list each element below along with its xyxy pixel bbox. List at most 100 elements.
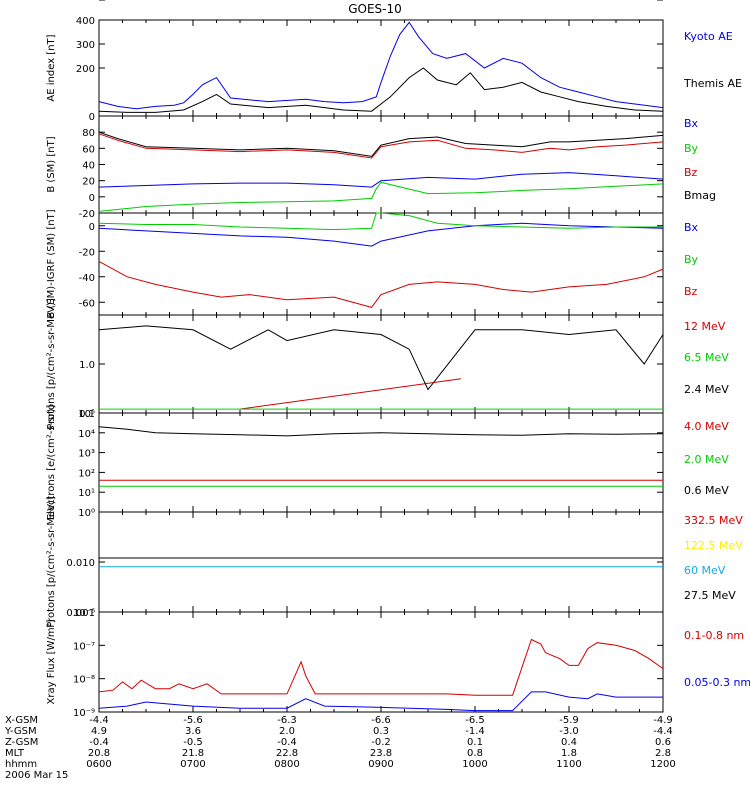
footer-value: 22.8 (276, 748, 298, 759)
series-line-bz (98, 260, 664, 308)
series-line-bx (98, 222, 664, 247)
series-line-bmag (98, 131, 664, 157)
footer-value: 0600 (86, 759, 111, 770)
y-tick-label: 10¹ (78, 488, 95, 499)
legend-bx: Bx (684, 117, 699, 130)
footer-value: 23.8 (370, 748, 392, 759)
footer-value: -0.2 (371, 737, 391, 748)
footer-value: -1.4 (465, 726, 485, 737)
legend-by: By (684, 142, 699, 155)
legend-122-5-mev: 122.5 MeV (684, 539, 743, 552)
legend-27-5-mev: 27.5 MeV (684, 589, 736, 602)
footer-value: 4.9 (91, 726, 107, 737)
legend-bz: Bz (684, 285, 698, 298)
y-axis-label: B (SM) [nT] (46, 136, 57, 192)
footer-value: -4.9 (653, 715, 673, 726)
y-tick-label: 10⁻⁶ (73, 608, 95, 619)
y-tick-label: 10² (78, 468, 95, 479)
footer-row-label-z-gsm: Z-GSM (5, 737, 38, 748)
series-line-kyoto-ae (98, 21, 664, 110)
footer-value: 1.8 (561, 748, 577, 759)
y-tick-label: 400 (76, 16, 95, 27)
y-tick-label: 0.1 (79, 409, 95, 420)
y-tick-label: 0 (89, 112, 95, 123)
footer-value: -4.4 (89, 715, 109, 726)
y-tick-label: 10⁻⁹ (73, 708, 95, 719)
y-tick-label: 100 (76, 0, 95, 3)
legend-by: By (684, 253, 699, 266)
panel-frame (98, 314, 664, 414)
footer-value: 1200 (650, 759, 675, 770)
plot-title: GOES-10 (348, 2, 402, 16)
legend-2-0-mev: 2.0 MeV (684, 453, 729, 466)
series-line-bz (98, 133, 664, 159)
y-axis-label: Protons [p/(cm²-s-sr-MeV)] (46, 298, 57, 430)
y-tick-label: 10⁻⁸ (73, 675, 95, 686)
panel-xray: 10⁻⁹ 10⁻⁸ 10⁻⁷ 10⁻⁶ Xray Flux [W/m²] 0.1-0.8 … (46, 608, 750, 719)
footer-row-label-y-gsm: Y-GSM (4, 726, 37, 737)
y-tick-label: 0 (89, 222, 95, 233)
y-tick-label: 40 (82, 161, 95, 172)
legend-332-5-mev: 332.5 MeV (684, 514, 743, 527)
panels: 0100200300400AE index [nT]Kyoto AEThemis… (46, 0, 750, 719)
y-tick-label: 10⁴ (78, 429, 95, 440)
series-line-by (98, 181, 664, 212)
footer-value: 0.6 (655, 737, 671, 748)
y-tick-label: 60 (82, 144, 95, 155)
footer-value: -6.5 (465, 715, 485, 726)
footer-value: -0.4 (277, 737, 297, 748)
legend-0-1-0-8-nm: 0.1-0.8 nm (684, 629, 744, 642)
panel-electrons: 10⁰ 10¹ 10² 10³ 10⁴ 10⁵ Electrons [e/(cm²-s-sr… (46, 405, 729, 521)
y-tick-label: 200 (76, 64, 95, 75)
panel-frame (98, 611, 664, 713)
y-tick-label: 10⁻⁷ (73, 641, 95, 652)
series-line-0-1-0-8-nm (98, 638, 664, 696)
series-line-12-mev (239, 378, 461, 410)
y-tick-label: -40 (79, 273, 95, 284)
panel-ae: 0 100 200 300 400 AE index [nT] Kyoto AE Themis… (46, 0, 742, 123)
footer-row-label-hhmm: hhmm (5, 759, 37, 770)
legend-12-mev: 12 MeV (684, 320, 726, 333)
y-axis-label: AE index [nT] (46, 34, 57, 101)
footer-row-label-mlt: MLT (5, 748, 25, 759)
footer-value: 3.6 (185, 726, 201, 737)
y-axis-label: Protons [p/(cm²-s-sr-MeV)] (46, 496, 57, 628)
y-tick-label: -20 (79, 209, 95, 220)
footer-value: 0.1 (467, 737, 483, 748)
footer-value: -6.3 (277, 715, 297, 726)
panel-bsm: -20 0 20 40 60 80 100 B (SM) [nT] Bx By Bz Bmag (46, 0, 716, 220)
footer-value: -3.0 (559, 726, 579, 737)
legend-bmag: Bmag (684, 189, 716, 202)
y-tick-label: 0.001 (66, 608, 95, 619)
y-tick-label: 10⁵ (78, 409, 95, 420)
footer-value: 21.8 (182, 748, 204, 759)
footer-value: -4.4 (653, 726, 673, 737)
legend-bx: Bx (684, 221, 699, 234)
legend-0-05-0-3-nm: 0.05-0.3 nm (684, 676, 750, 689)
panel-frame (98, 412, 664, 513)
y-axis-label: Xray Flux [W/m²] (46, 619, 57, 704)
panel-frame (98, 115, 664, 214)
series-line-0-6-mev (98, 426, 664, 437)
footer-value: -0.4 (89, 737, 109, 748)
footer-date: 2006 Mar 15 (5, 770, 68, 781)
footer-row-label-x-gsm: X-GSM (5, 715, 38, 726)
footer-value: -5.9 (559, 715, 579, 726)
footer-value: 2.0 (279, 726, 295, 737)
panel-bsmigrf: -60 -40 -20 0 B (SM)-IGRF (SM) [nT] Bx By Bz (46, 209, 699, 318)
footer-value: 0800 (274, 759, 299, 770)
footer-value: 0700 (180, 759, 205, 770)
footer-value: 20.8 (88, 748, 110, 759)
legend-6-5-mev: 6.5 MeV (684, 351, 729, 364)
legend-bz: Bz (684, 166, 698, 179)
panel-protons_low: 0.1 1.0 10.0 Protons [p/(cm²-s-sr-MeV)] 12 M… (46, 0, 729, 430)
footer-value: 0.3 (373, 726, 389, 737)
y-tick-label: 0.010 (66, 558, 95, 569)
footer-value: 1100 (556, 759, 581, 770)
footer-value: -5.6 (183, 715, 203, 726)
legend-4-0-mev: 4.0 MeV (684, 420, 729, 433)
y-tick-label: 300 (76, 40, 95, 51)
y-axis-label: B (SM)-IGRF (SM) [nT] (46, 209, 57, 318)
series-line-by (98, 212, 663, 231)
